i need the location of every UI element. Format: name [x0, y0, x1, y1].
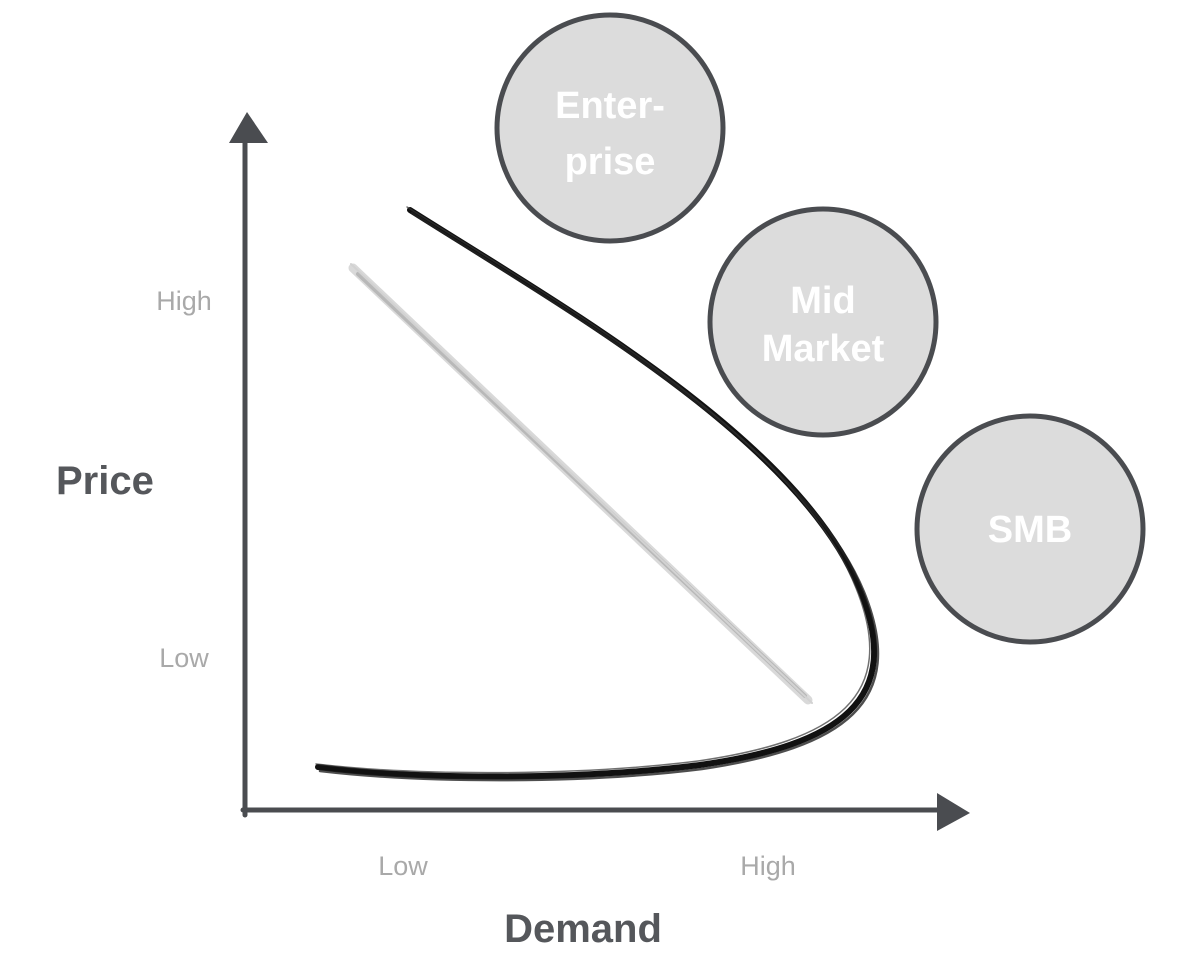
segment-mid-market: Mid Market: [707, 206, 939, 438]
segment-label-line-1: Enter-: [555, 85, 665, 127]
segment-smb: SMB: [914, 413, 1146, 645]
x-tick-high: High: [740, 851, 796, 881]
segment-circle: [494, 12, 726, 244]
y-tick-low: Low: [159, 643, 209, 673]
segment-label-line-2: prise: [565, 141, 656, 183]
y-axis: [229, 112, 268, 818]
segmented-demand-curve: [315, 206, 880, 782]
segment-label-line-2: Market: [762, 328, 885, 370]
segment-label-line-1: SMB: [988, 509, 1072, 551]
linear-demand-line: [348, 263, 813, 705]
segment-circle: [707, 206, 939, 438]
x-tick-low: Low: [378, 851, 428, 881]
segment-circle: [914, 413, 1146, 645]
y-tick-high: High: [156, 286, 212, 316]
y-axis-arrowhead: [229, 112, 268, 143]
segment-enterprise: Enter- prise: [494, 12, 726, 244]
x-axis-title: Demand: [504, 907, 662, 951]
segment-label-line-1: Mid: [790, 280, 855, 322]
x-axis-arrowhead: [937, 793, 970, 831]
y-axis-title: Price: [56, 459, 154, 503]
x-axis: [240, 793, 970, 831]
